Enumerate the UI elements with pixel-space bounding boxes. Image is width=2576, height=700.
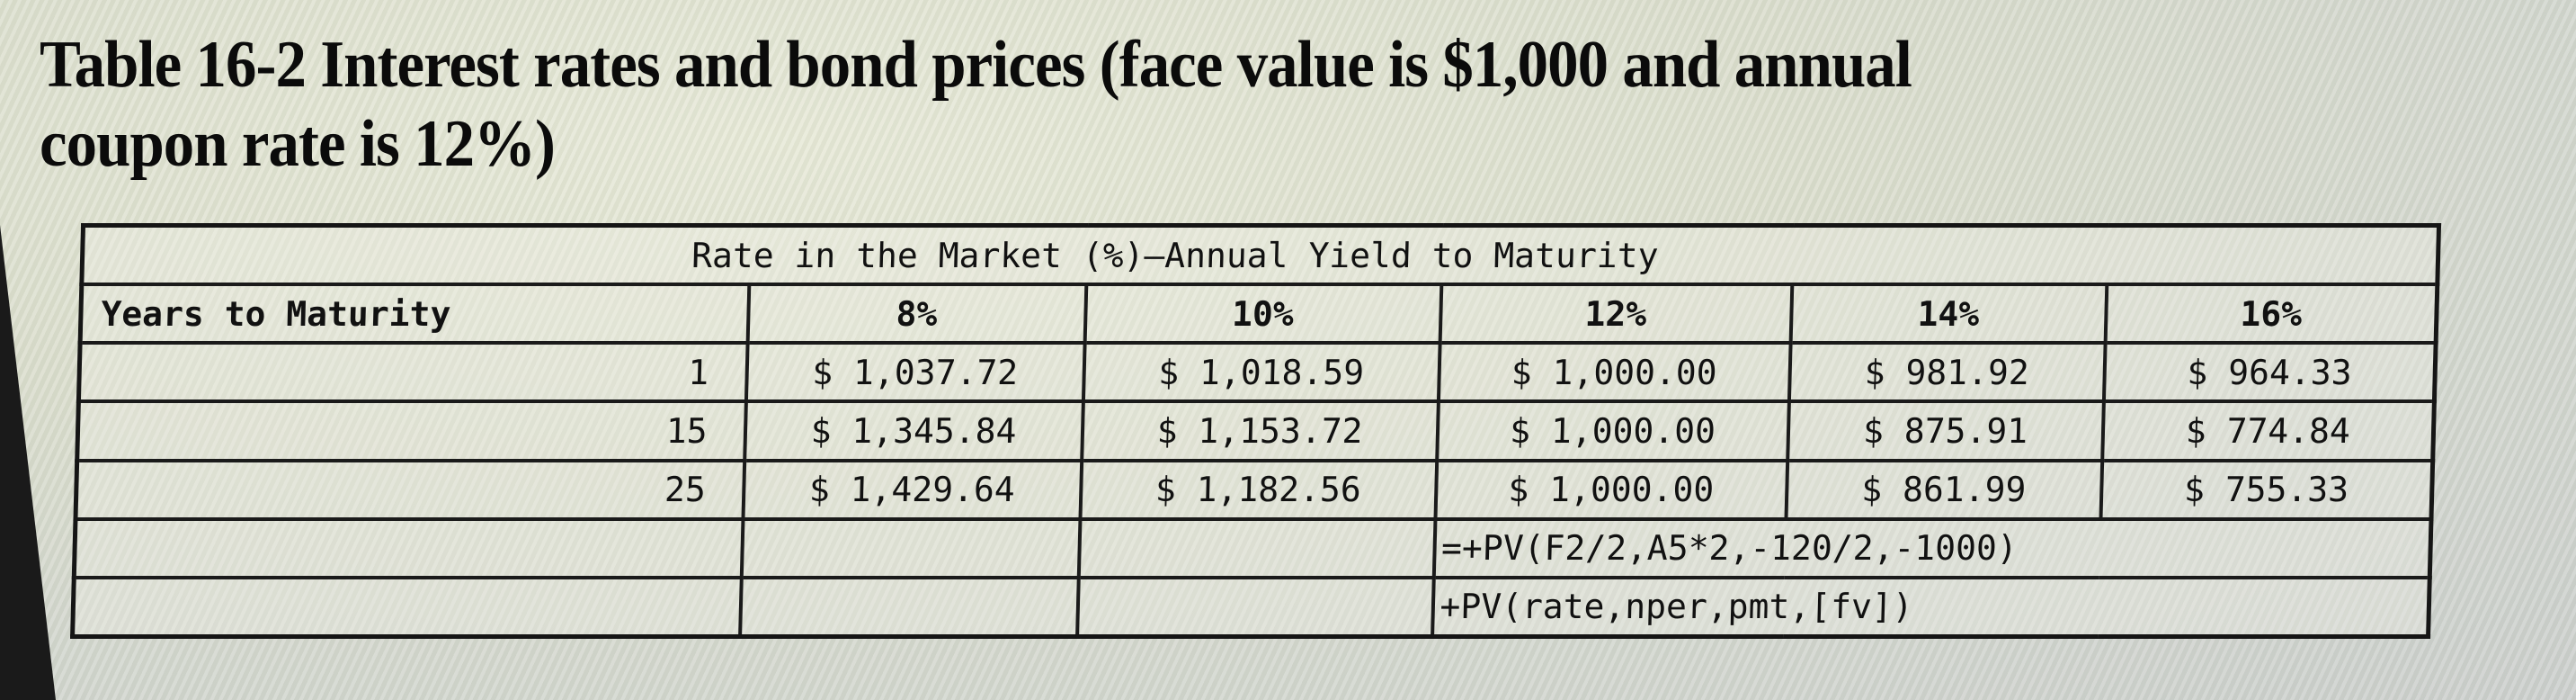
header-rate-12[interactable]: 12%: [1440, 284, 1792, 344]
cell-price-14[interactable]: $ 875.91: [1787, 401, 2104, 461]
cell-price-16[interactable]: $ 964.33: [2103, 343, 2437, 402]
cell-years[interactable]: 15: [76, 401, 746, 461]
header-rate-10[interactable]: 10%: [1084, 284, 1441, 344]
cell-empty[interactable]: [741, 518, 1080, 578]
cell-empty[interactable]: [739, 577, 1079, 637]
cell-price-12[interactable]: $ 1,000.00: [1434, 460, 1787, 519]
table-row: 1 $ 1,037.72 $ 1,018.59 $ 1,000.00 $ 981…: [78, 343, 2437, 402]
title-line-2: coupon rate is 12%): [40, 107, 556, 181]
merged-header-row: Rate in the Market (%)–Annual Yield to M…: [81, 225, 2439, 285]
header-rate-8[interactable]: 8%: [747, 284, 1086, 344]
cell-years[interactable]: 25: [75, 460, 744, 519]
cell-price-12[interactable]: $ 1,000.00: [1436, 401, 1789, 461]
table-row: 15 $ 1,345.84 $ 1,153.72 $ 1,000.00 $ 87…: [76, 401, 2435, 461]
header-rate-16[interactable]: 16%: [2105, 284, 2438, 344]
cell-merged-header[interactable]: Rate in the Market (%)–Annual Yield to M…: [81, 225, 2439, 285]
header-rate-14[interactable]: 14%: [1790, 284, 2107, 344]
cell-price-8[interactable]: $ 1,037.72: [745, 343, 1085, 402]
page-title: Table 16-2 Interest rates and bond price…: [40, 25, 2348, 184]
cell-price-10[interactable]: $ 1,018.59: [1083, 343, 1440, 402]
title-line-1: Table 16-2 Interest rates and bond price…: [40, 28, 1912, 102]
screen-bezel-shadow: [0, 225, 56, 700]
table-row: 25 $ 1,429.64 $ 1,182.56 $ 1,000.00 $ 86…: [75, 460, 2433, 519]
cell-price-16[interactable]: $ 774.84: [2101, 401, 2435, 461]
header-years-to-maturity[interactable]: Years to Maturity: [80, 284, 749, 344]
cell-price-14[interactable]: $ 981.92: [1788, 343, 2106, 402]
bond-price-table: Rate in the Market (%)–Annual Yield to M…: [70, 223, 2442, 639]
cell-price-8[interactable]: $ 1,429.64: [742, 460, 1082, 519]
cell-price-14[interactable]: $ 861.99: [1785, 460, 2102, 519]
cell-price-12[interactable]: $ 1,000.00: [1438, 343, 1791, 402]
cell-empty[interactable]: [74, 518, 743, 578]
cell-empty[interactable]: [1076, 577, 1434, 637]
cell-price-10[interactable]: $ 1,182.56: [1079, 460, 1437, 519]
cell-price-8[interactable]: $ 1,345.84: [744, 401, 1083, 461]
cell-price-10[interactable]: $ 1,153.72: [1081, 401, 1439, 461]
formula-row: =+PV(F2/2,A5*2,-120/2,-1000): [74, 518, 2432, 578]
cell-years[interactable]: 1: [78, 343, 748, 402]
cell-empty[interactable]: [72, 577, 742, 637]
column-header-row: Years to Maturity 8% 10% 12% 14% 16%: [80, 284, 2438, 344]
cell-price-16[interactable]: $ 755.33: [2099, 460, 2433, 519]
cell-empty[interactable]: [1078, 518, 1435, 578]
cell-pv-syntax[interactable]: +PV(rate,nper,pmt,[fv]): [1431, 577, 2430, 637]
spreadsheet-table-container: Rate in the Market (%)–Annual Yield to M…: [70, 223, 2442, 639]
cell-pv-formula[interactable]: =+PV(F2/2,A5*2,-120/2,-1000): [1433, 518, 2432, 578]
formula-row: +PV(rate,nper,pmt,[fv]): [72, 577, 2430, 637]
